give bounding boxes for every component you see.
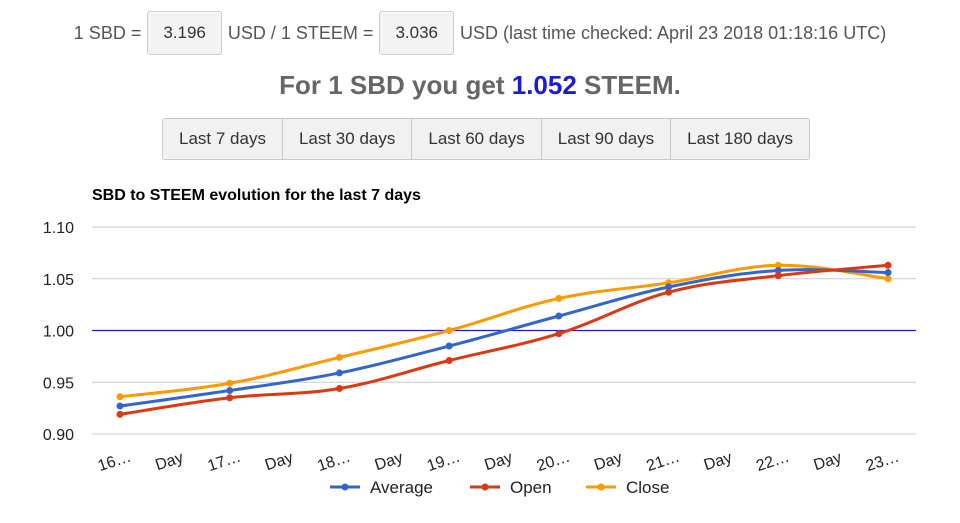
series-points	[116, 261, 892, 418]
y-tick-label: 1.00	[43, 324, 74, 341]
range-button-30-days[interactable]: Last 30 days	[282, 119, 413, 159]
steem-label: USD / 1 STEEM =	[227, 22, 374, 43]
x-tick-label: Day	[373, 449, 405, 474]
y-tick-label: 1.10	[43, 220, 74, 237]
last-checked-text: USD (last time checked: April 23 2018 01…	[459, 22, 887, 43]
series-line-open	[119, 263, 889, 416]
sbd-usd-rate: 3.196	[147, 11, 222, 55]
range-button-group: Last 7 days Last 30 days Last 60 days La…	[162, 118, 811, 160]
headline-value: 1.052	[511, 70, 577, 100]
range-button-180-days[interactable]: Last 180 days	[671, 119, 810, 159]
series-lines	[119, 263, 889, 416]
x-tick-label: 20…	[535, 448, 572, 475]
headline-suffix: STEEM.	[584, 70, 681, 100]
data-point-close[interactable]	[445, 327, 453, 334]
x-tick-label: Day	[702, 449, 734, 474]
x-tick-label: 16…	[96, 448, 133, 475]
legend-marker-close	[597, 483, 605, 491]
data-point-average[interactable]	[445, 342, 453, 350]
chart-container: SBD to STEEM evolution for the last 7 da…	[0, 176, 960, 518]
chart-legend: Average Open Close	[330, 478, 669, 497]
rate-row: 1 SBD = 3.196 USD / 1 STEEM = 3.036 USD …	[0, 10, 960, 56]
y-tick-label: 0.95	[43, 375, 74, 392]
data-point-open[interactable]	[665, 288, 673, 296]
data-point-close[interactable]	[116, 393, 124, 401]
x-axis-ticks: 16… Day 17… Day 18… Day 19… Day 20… Day 21… Day 22… D…	[96, 448, 901, 475]
data-point-close[interactable]	[335, 353, 343, 361]
legend-label-close[interactable]: Close	[626, 478, 669, 497]
conversion-headline: For 1 SBD you get 1.052 STEEM.	[0, 70, 960, 101]
data-point-open[interactable]	[774, 272, 782, 280]
data-point-close[interactable]	[226, 379, 234, 387]
range-button-7-days[interactable]: Last 7 days	[163, 119, 283, 159]
x-tick-label: 22…	[754, 448, 791, 475]
legend-marker-average	[341, 483, 349, 491]
sbd-label: 1 SBD =	[73, 22, 142, 43]
x-tick-label: Day	[592, 449, 624, 474]
x-tick-label: Day	[482, 449, 514, 474]
legend-label-open[interactable]: Open	[510, 478, 552, 497]
data-point-open[interactable]	[335, 384, 343, 392]
x-tick-label: 23…	[864, 448, 901, 475]
y-tick-label: 1.05	[43, 272, 74, 289]
data-point-close[interactable]	[884, 275, 892, 283]
x-tick-label: Day	[812, 449, 844, 474]
headline-prefix: For 1 SBD you get	[279, 70, 505, 100]
data-point-average[interactable]	[116, 402, 124, 410]
data-point-open[interactable]	[226, 394, 234, 402]
data-point-average[interactable]	[555, 312, 563, 320]
data-point-average[interactable]	[335, 369, 343, 377]
data-point-average[interactable]	[884, 269, 892, 277]
data-point-open[interactable]	[116, 410, 124, 418]
data-point-close[interactable]	[555, 294, 563, 302]
x-tick-label: 17…	[206, 448, 243, 475]
line-chart: SBD to STEEM evolution for the last 7 da…	[43, 187, 916, 497]
range-button-90-days[interactable]: Last 90 days	[541, 119, 672, 159]
legend-marker-open	[481, 483, 489, 491]
x-tick-label: 21…	[644, 448, 681, 475]
x-tick-label: 19…	[425, 448, 462, 475]
legend-label-average[interactable]: Average	[370, 478, 433, 497]
data-point-average[interactable]	[774, 266, 782, 274]
y-axis-ticks: 1.10 1.05 1.00 0.95 0.90	[43, 220, 74, 444]
data-point-open[interactable]	[884, 261, 892, 269]
x-tick-label: Day	[263, 449, 295, 474]
data-point-average[interactable]	[665, 283, 673, 291]
series-line-close	[119, 263, 889, 399]
y-tick-label: 0.90	[43, 427, 74, 444]
data-point-open[interactable]	[445, 357, 453, 365]
data-point-close[interactable]	[774, 261, 782, 269]
series-line-average	[119, 268, 889, 408]
data-point-open[interactable]	[555, 330, 563, 338]
x-tick-label: 18…	[315, 448, 352, 475]
x-tick-label: Day	[153, 449, 185, 474]
chart-title: SBD to STEEM evolution for the last 7 da…	[92, 187, 421, 204]
data-point-average[interactable]	[226, 387, 234, 395]
steem-usd-rate: 3.036	[379, 11, 454, 55]
range-button-60-days[interactable]: Last 60 days	[412, 119, 542, 159]
